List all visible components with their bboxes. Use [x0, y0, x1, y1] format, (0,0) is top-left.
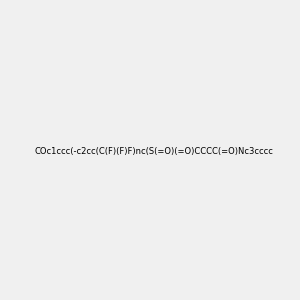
Text: COc1ccc(-c2cc(C(F)(F)F)nc(S(=O)(=O)CCCC(=O)Nc3cccc: COc1ccc(-c2cc(C(F)(F)F)nc(S(=O)(=O)CCCC(…	[34, 147, 273, 156]
